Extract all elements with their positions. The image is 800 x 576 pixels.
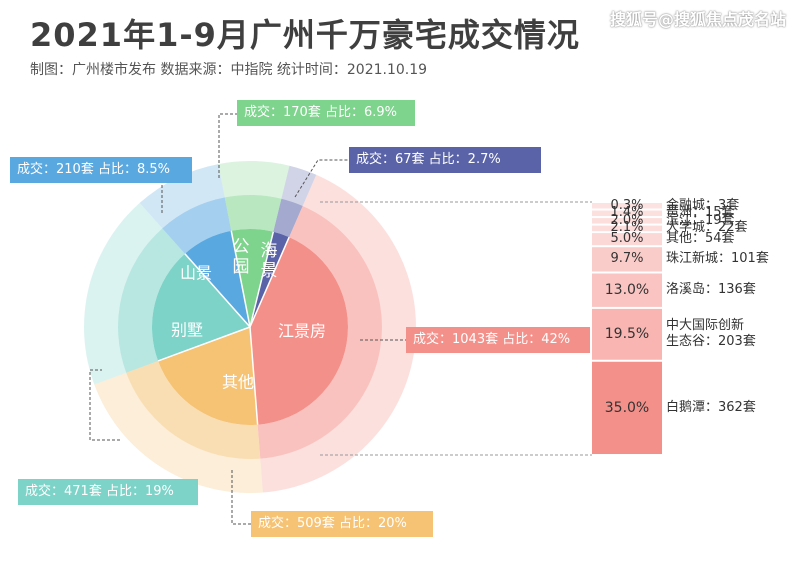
breakdown-percent-洛溪岛: 13.0% bbox=[604, 282, 650, 299]
slice-separator bbox=[157, 326, 251, 362]
breakdown-percent-中大国际创新生态谷: 19.5% bbox=[604, 326, 650, 343]
callout-leader-别墅 bbox=[89, 369, 120, 441]
slice-mid-公园 bbox=[224, 195, 282, 232]
breakdown-label-白鹅潭: 白鹅潭：362套 bbox=[666, 399, 756, 415]
breakdown-percent-白鹅潭: 35.0% bbox=[604, 399, 650, 416]
callout-leader-公园 bbox=[218, 113, 237, 178]
breakdown-percent-滨江: 2.0% bbox=[610, 212, 644, 228]
slice-其他 bbox=[158, 327, 258, 426]
callout-别墅: 成交：471套 占比：19% bbox=[18, 479, 198, 505]
callout-公园: 成交：170套 占比：6.9% bbox=[237, 100, 415, 126]
slice-separator bbox=[249, 236, 290, 328]
breakdown-label-珠江新城: 珠江新城：101套 bbox=[666, 251, 769, 267]
slice-label-公园: 园 bbox=[233, 257, 250, 277]
watermark: 搜狐号@搜狐焦点茂名站 bbox=[609, 10, 786, 29]
slice-mid-其他 bbox=[126, 360, 261, 459]
slice-山景 bbox=[184, 230, 250, 327]
slice-separator bbox=[249, 326, 259, 425]
slice-outer-别墅 bbox=[83, 202, 163, 385]
slice-label-海景: 景 bbox=[261, 261, 278, 281]
breakdown-bar-大学城 bbox=[592, 225, 662, 232]
breakdown-label-中大国际创新生态谷: 中大国际创新 生态谷：203套 bbox=[666, 318, 756, 350]
callout-leader-其他 bbox=[231, 470, 251, 525]
slice-outer-山景 bbox=[139, 164, 225, 229]
breakdown-label-其他: 其他：54套 bbox=[666, 231, 735, 247]
breakdown-bar-中大国际创新生态谷 bbox=[592, 308, 662, 360]
slice-label-江景房: 江景房 bbox=[278, 322, 326, 341]
slice-别墅 bbox=[152, 253, 250, 361]
callout-山景: 成交：210套 占比：8.5% bbox=[10, 157, 192, 183]
slice-separator bbox=[230, 230, 251, 328]
slice-mid-山景 bbox=[162, 197, 232, 254]
slice-outer-公园 bbox=[218, 161, 290, 199]
breakdown-label-琶洲: 琶洲：15套 bbox=[666, 205, 735, 221]
chart-subtitle: 制图：广州楼市发布 数据来源：中指院 统计时间：2021.10.19 bbox=[30, 62, 428, 78]
slice-outer-海景 bbox=[281, 165, 317, 206]
slice-江景房 bbox=[250, 237, 349, 425]
slice-公园 bbox=[231, 229, 274, 327]
slice-mid-江景房 bbox=[257, 205, 383, 459]
slice-outer-江景房 bbox=[260, 174, 416, 493]
slice-separator bbox=[249, 231, 275, 328]
breakdown-label-滨江: 滨江：19套 bbox=[666, 212, 735, 228]
callout-海景: 成交：67套 占比：2.7% bbox=[349, 147, 541, 173]
breakdown-bar-金融城 bbox=[592, 203, 662, 209]
slice-mid-海景 bbox=[273, 198, 303, 238]
breakdown-percent-金融城: 0.3% bbox=[610, 197, 644, 213]
breakdown-bar-其他 bbox=[592, 233, 662, 246]
breakdown-percent-其他: 5.0% bbox=[610, 231, 644, 247]
breakdown-percent-琶洲: 1.4% bbox=[610, 205, 644, 221]
chart-title: 2021年1-9月广州千万豪宅成交情况 bbox=[30, 16, 580, 54]
slice-label-别墅: 别墅 bbox=[171, 321, 203, 340]
breakdown-label-洛溪岛: 洛溪岛：136套 bbox=[666, 282, 756, 298]
breakdown-bar-琶洲 bbox=[592, 210, 662, 217]
breakdown-label-大学城: 大学城：22套 bbox=[666, 220, 748, 236]
callout-其他: 成交：509套 占比：20% bbox=[251, 511, 433, 537]
slice-label-其他: 其他 bbox=[222, 373, 254, 392]
breakdown-percent-大学城: 2.1% bbox=[610, 220, 644, 236]
slice-separator bbox=[184, 253, 251, 328]
breakdown-bar-珠江新城 bbox=[592, 247, 662, 272]
slice-outer-其他 bbox=[94, 372, 263, 493]
slice-label-山景: 山景 bbox=[180, 264, 212, 283]
slice-label-公园: 公 bbox=[233, 237, 250, 257]
breakdown-label-金融城: 金融城：3套 bbox=[666, 197, 740, 213]
slice-label-海景: 海 bbox=[261, 241, 278, 261]
breakdown-bar-洛溪岛 bbox=[592, 273, 662, 307]
breakdown-bar-白鹅潭 bbox=[592, 361, 662, 454]
breakdown-bar-滨江 bbox=[592, 218, 662, 224]
breakdown-percent-珠江新城: 9.7% bbox=[610, 251, 644, 267]
slice-mid-别墅 bbox=[117, 228, 185, 373]
callout-江景房: 成交：1043套 占比：42% bbox=[406, 327, 590, 353]
